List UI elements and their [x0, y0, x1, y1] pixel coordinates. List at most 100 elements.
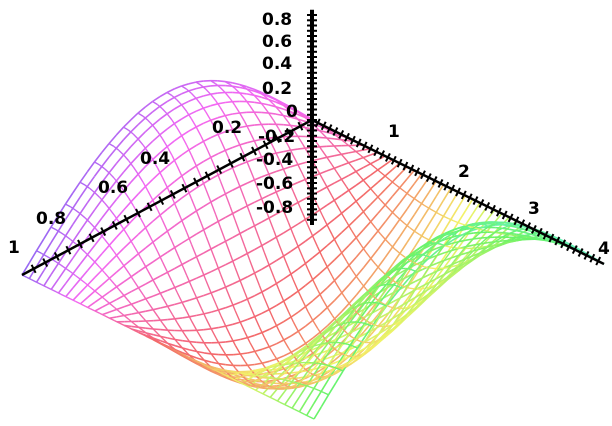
mesh-line-y [362, 221, 372, 231]
mesh-line-y [239, 298, 248, 304]
mesh-line-y [391, 252, 401, 265]
mesh-line-x [482, 236, 489, 243]
mesh-line-x [297, 202, 304, 215]
y-tick [501, 210, 508, 220]
x-tick [216, 165, 223, 175]
mesh-line-x [205, 280, 212, 294]
mesh-line-x [229, 335, 237, 346]
mesh-line-y [153, 319, 161, 322]
mesh-line-x [176, 252, 183, 265]
mesh-line-x [482, 246, 489, 252]
mesh-line-y [123, 313, 132, 317]
mesh-line-y [261, 217, 270, 223]
mesh-line-x [321, 298, 328, 308]
mesh-line-y [115, 126, 125, 136]
mesh-line-y [159, 165, 168, 174]
mesh-line-y [261, 360, 270, 364]
mesh-line-y [232, 338, 241, 342]
mesh-line-y [225, 340, 234, 343]
mesh-line-y [65, 257, 74, 269]
mesh-line-y [79, 296, 89, 305]
mesh-line-y [275, 113, 284, 117]
mesh-line-y [370, 339, 379, 348]
mesh-line-x [259, 386, 265, 390]
mesh-line-x [457, 266, 464, 272]
mesh-line-x [308, 385, 315, 390]
mesh-line-x [240, 372, 246, 375]
mesh-line-y [290, 163, 299, 168]
mesh-line-x [128, 272, 135, 281]
mesh-line-x [390, 288, 397, 298]
mesh-line-x [385, 327, 392, 335]
mesh-line-y [217, 286, 226, 291]
mesh-line-x [327, 323, 334, 330]
y-tick [396, 158, 403, 168]
x-tick [193, 177, 199, 187]
mesh-line-x [240, 382, 247, 387]
mesh-line-x [331, 164, 338, 173]
y-tick [414, 167, 420, 177]
mesh-line-y [152, 152, 161, 161]
mesh-line-y [181, 280, 190, 286]
y-tick [542, 230, 549, 240]
mesh-line-x [274, 366, 280, 372]
mesh-line-y [283, 316, 292, 323]
mesh-line-x [172, 349, 178, 354]
mesh-line-y [364, 325, 373, 338]
mesh-line-y [413, 235, 423, 248]
mesh-line-y [370, 248, 379, 259]
mesh-line-x [272, 103, 279, 111]
mesh-line-x [137, 173, 144, 183]
mesh-line-y [145, 327, 154, 330]
mesh-line-x [287, 267, 294, 281]
mesh-line-x [511, 230, 518, 233]
mesh-line-y [94, 306, 103, 312]
mesh-line-x [303, 349, 310, 356]
mesh-line-x [462, 260, 469, 264]
mesh-line-y [123, 221, 132, 230]
mesh-line-x [303, 413, 310, 418]
mesh-line-x [123, 295, 130, 302]
mesh-line-y [122, 119, 132, 128]
x-tick [30, 264, 37, 274]
mesh-line-y [116, 314, 125, 318]
mesh-line-x [322, 350, 329, 358]
mesh-line-x [342, 342, 348, 345]
mesh-line-x [521, 238, 527, 241]
mesh-line-x [335, 148, 342, 155]
mesh-line-x [84, 217, 91, 224]
mesh-line-y [319, 156, 328, 160]
mesh-line-y [268, 170, 277, 175]
mesh-line-x [123, 314, 130, 321]
mesh-line-y [130, 155, 139, 165]
mesh-line-x [221, 370, 227, 373]
mesh-line-x [258, 238, 265, 253]
mesh-line-x [123, 126, 129, 131]
mesh-line-x [462, 262, 469, 268]
mesh-line-x [84, 251, 91, 258]
mesh-line-y [225, 212, 234, 219]
mesh-line-y [79, 186, 88, 198]
mesh-line-y [333, 272, 343, 282]
mesh-line-y [159, 251, 168, 258]
mesh-line-x [350, 146, 357, 153]
mesh-line-y [160, 318, 168, 321]
mesh-line-x [74, 209, 81, 215]
mesh-line-y [57, 235, 67, 248]
mesh-line-y [444, 233, 453, 240]
mesh-line-y [152, 134, 161, 142]
mesh-line-x [282, 104, 289, 110]
mesh-line-x [429, 267, 435, 270]
mesh-line-y [101, 277, 110, 286]
mesh-line-x [258, 100, 265, 107]
mesh-line-x [321, 132, 328, 139]
mesh-line-y [28, 250, 38, 264]
mesh-line-x [109, 317, 115, 322]
mesh-line-y [181, 259, 190, 266]
mesh-line-y [268, 152, 277, 156]
mesh-line-x [65, 267, 71, 273]
mesh-line-x [356, 354, 362, 357]
mesh-line-x [492, 243, 498, 247]
mesh-line-x [370, 322, 377, 332]
mesh-line-y [203, 136, 212, 143]
